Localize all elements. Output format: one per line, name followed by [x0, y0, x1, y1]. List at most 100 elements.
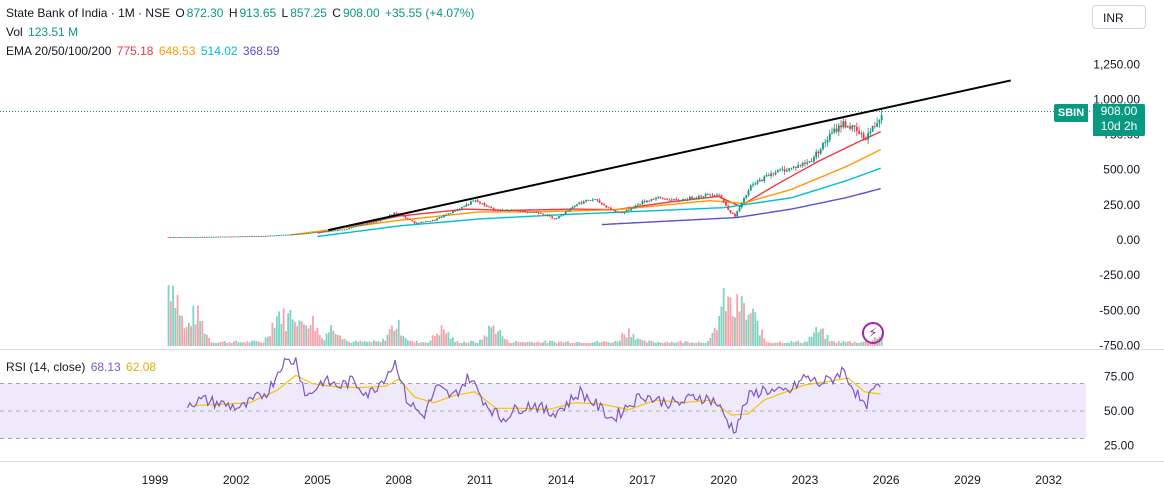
candle-body	[736, 211, 739, 217]
currency-selector[interactable]: INR	[1092, 5, 1146, 29]
candle-body	[792, 166, 795, 168]
candle-body	[612, 209, 615, 211]
volume-bar	[352, 341, 355, 346]
volume-legend[interactable]: Vol 123.51 M	[6, 25, 80, 40]
volume-bar	[433, 335, 436, 346]
candle-body	[499, 210, 502, 212]
candle-body	[375, 220, 378, 223]
ema-legend[interactable]: EMA 20/50/100/200 775.18 648.53 514.02 3…	[6, 44, 282, 59]
volume-bar	[749, 313, 752, 346]
volume-bar	[354, 340, 357, 346]
ema-20-line	[317, 131, 881, 234]
rsi-legend[interactable]: RSI (14, close) 68.13 62.08	[6, 360, 158, 375]
candle-body	[530, 212, 533, 213]
candle-body	[535, 211, 538, 213]
volume-bar	[476, 343, 479, 346]
candle-body	[474, 200, 477, 202]
candle-body	[603, 204, 605, 206]
volume-bar	[253, 340, 256, 346]
volume-bar	[614, 341, 617, 346]
candle-body	[684, 199, 687, 200]
candle-body	[476, 200, 479, 202]
volume-bar	[864, 341, 867, 346]
lightning-icon[interactable]: ⚡	[862, 322, 884, 344]
volume-value: 123.51 M	[28, 25, 79, 39]
volume-bar	[646, 342, 648, 346]
candle-body	[449, 213, 452, 214]
volume-bar	[517, 341, 520, 346]
candle-body	[831, 132, 833, 134]
candle-body	[521, 210, 524, 212]
high-value: 913.65	[239, 6, 277, 20]
volume-bar	[316, 327, 319, 346]
candle-body	[697, 195, 700, 198]
candle-body	[314, 232, 317, 234]
volume-bar	[447, 331, 450, 346]
volume-bar	[564, 341, 567, 346]
volume-bar	[851, 343, 854, 346]
candle-body	[634, 205, 637, 208]
volume-bar	[576, 341, 578, 346]
high-label: H	[228, 6, 238, 20]
volume-bar	[199, 321, 202, 346]
candle-body	[239, 236, 242, 238]
candle-body	[357, 225, 359, 227]
candle-body	[725, 201, 727, 206]
candle-body	[533, 211, 536, 213]
volume-bar	[174, 308, 177, 346]
price-tick-label: 0.00	[1117, 233, 1141, 247]
candle-body	[813, 157, 815, 162]
volume-bar	[515, 340, 517, 346]
candle-body	[395, 212, 398, 214]
volume-bar	[384, 340, 387, 346]
trendline[interactable]	[328, 79, 1011, 232]
volume-bar	[594, 342, 596, 346]
candle-body	[424, 220, 427, 223]
volume-bar	[519, 342, 522, 346]
low-value: 857.25	[290, 6, 327, 20]
candle-body	[287, 234, 290, 236]
volume-bar	[695, 342, 698, 346]
volume-bar	[652, 342, 655, 346]
candle-body	[756, 181, 759, 184]
symbol-title[interactable]: State Bank of India · 1M · NSE	[6, 6, 171, 20]
volume-bar	[379, 341, 382, 346]
volume-bar	[339, 335, 341, 346]
candle-body	[481, 203, 484, 204]
candle-body	[794, 166, 797, 168]
candle-body	[731, 212, 734, 214]
volume-bar	[172, 285, 174, 346]
volume-bar	[880, 333, 883, 346]
candle-body	[609, 207, 612, 210]
volume-bar	[524, 342, 526, 346]
volume-bar	[361, 341, 364, 346]
volume-bar	[840, 343, 842, 346]
candle-body	[745, 195, 748, 199]
volume-bar	[632, 333, 635, 346]
candle-body	[709, 193, 712, 195]
candle-body	[345, 229, 348, 230]
candle-body	[402, 214, 405, 217]
candle-body	[178, 237, 181, 238]
candle-body	[650, 199, 653, 201]
candle-body	[488, 206, 490, 208]
candle-body	[248, 236, 251, 238]
volume-bar	[781, 343, 784, 346]
candle-body	[366, 223, 369, 225]
candle-body	[853, 125, 856, 127]
candle-body	[501, 210, 504, 211]
candle-body	[359, 225, 362, 227]
volume-bar	[612, 342, 615, 346]
rsi-label: RSI (14, close)	[6, 360, 86, 374]
candle-body	[262, 236, 265, 237]
candle-body	[648, 200, 651, 202]
volume-bar	[291, 319, 294, 346]
volume-bar	[713, 327, 716, 346]
x-tick-label: 2002	[223, 473, 250, 487]
rsi-value: 68.13	[90, 360, 121, 374]
volume-bar	[718, 315, 721, 346]
candle-body	[176, 237, 179, 238]
volume-bar	[788, 343, 791, 346]
volume-bar	[860, 342, 863, 346]
